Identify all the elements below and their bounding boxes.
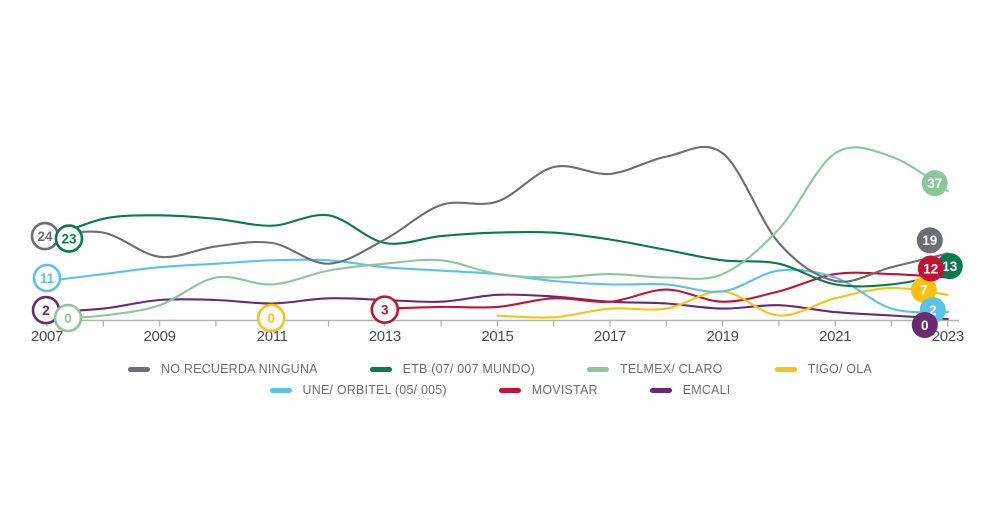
legend-label: ETB (07/ 007 MUNDO) (402, 362, 535, 376)
marker-filled-no_recuerda: 19 (916, 227, 943, 254)
marker-value: 0 (267, 311, 275, 326)
legend-swatch-icon (498, 387, 521, 393)
marker-outlined-etb: 23 (54, 224, 84, 253)
series-line-movistar (383, 271, 949, 310)
legend-swatch-icon (774, 366, 797, 372)
chart-legend: NO RECUERDA NINGUNA ETB (07/ 007 MUNDO) TE… (0, 362, 1000, 397)
series-line-telmex_claro (45, 146, 949, 321)
marker-value: 7 (920, 283, 928, 298)
marker-circle (32, 263, 62, 293)
marker-value: 2 (42, 303, 50, 318)
marker-filled-movistar: 12 (917, 255, 944, 282)
marker-value: 19 (922, 233, 937, 248)
marker-value: 23 (61, 231, 77, 246)
x-tick-label: 2019 (707, 328, 739, 345)
x-tick-label: 2023 (932, 328, 964, 345)
legend-label: NO RECUERDA NINGUNA (161, 362, 318, 376)
marker-outlined-une_orbitel: 11 (32, 263, 62, 293)
marker-circle (53, 303, 83, 333)
x-tick-label: 2011 (257, 328, 288, 345)
marker-circle (54, 224, 84, 253)
series-line-etb (45, 213, 949, 288)
marker-circle (256, 303, 286, 333)
x-tick-label: 2009 (144, 328, 176, 345)
marker-filled-telmex_claro: 37 (921, 170, 948, 197)
marker-filled-emcali: 0 (911, 312, 938, 338)
marker-value: 11 (40, 271, 55, 286)
x-tick-label: 2015 (481, 328, 513, 345)
marker-value: 24 (37, 229, 53, 244)
legend-label: EMCALI (682, 383, 731, 397)
legend-label: UNE/ ORBITEL (05/ 005) (302, 383, 447, 397)
marker-value: 0 (64, 311, 72, 326)
series-line-no_recuerda (45, 145, 949, 283)
marker-outlined-tigo_ola: 0 (256, 303, 286, 333)
legend-swatch-icon (586, 366, 609, 372)
marker-circle (917, 255, 944, 282)
legend-swatch-icon (369, 366, 392, 372)
marker-filled-tigo_ola: 7 (910, 276, 937, 303)
legend-item-une_orbitel: UNE/ ORBITEL (05/ 005) (269, 383, 447, 397)
marker-outlined-telmex_claro: 0 (53, 303, 83, 333)
series-line-une_orbitel (45, 258, 949, 314)
x-tick-label: 2017 (594, 328, 626, 345)
x-tick-label: 2021 (819, 328, 851, 345)
legend-item-tigo_ola: TIGO/ OLA (774, 362, 872, 376)
marker-circle (911, 312, 938, 338)
marker-filled-etb: 13 (936, 253, 963, 280)
marker-value: 12 (923, 261, 938, 276)
legend-label: MOVISTAR (531, 383, 598, 397)
marker-outlined-movistar: 3 (370, 295, 400, 324)
marker-circle (921, 170, 948, 197)
legend-item-etb: ETB (07/ 007 MUNDO) (369, 362, 535, 376)
marker-circle (916, 227, 943, 254)
legend-item-telmex_claro: TELMEX/ CLARO (586, 362, 723, 376)
marker-circle (370, 295, 400, 324)
legend-row: UNE/ ORBITEL (05/ 005) MOVISTAR EMCALI (269, 383, 731, 397)
legend-row: NO RECUERDA NINGUNA ETB (07/ 007 MUNDO) TE… (128, 362, 872, 376)
marker-circle (910, 276, 937, 303)
x-tick-label: 2007 (31, 328, 63, 345)
legend-item-no_recuerda: NO RECUERDA NINGUNA (128, 362, 318, 376)
marker-outlined-no_recuerda: 24 (30, 221, 60, 251)
legend-label: TELMEX/ CLARO (619, 362, 723, 376)
legend-item-movistar: MOVISTAR (498, 383, 598, 397)
marker-value: 2 (929, 303, 937, 318)
marker-value: 3 (381, 302, 389, 317)
marker-circle (936, 253, 963, 280)
marker-value: 13 (942, 259, 958, 274)
legend-swatch-icon (269, 387, 292, 393)
series-line-emcali (45, 293, 949, 321)
legend-item-emcali: EMCALI (649, 383, 731, 397)
legend-swatch-icon (649, 387, 672, 393)
x-tick-label: 2013 (369, 328, 401, 345)
marker-value: 37 (927, 176, 942, 191)
legend-swatch-icon (128, 366, 151, 372)
marker-value: 0 (921, 318, 929, 333)
legend-label: TIGO/ OLA (807, 362, 872, 376)
